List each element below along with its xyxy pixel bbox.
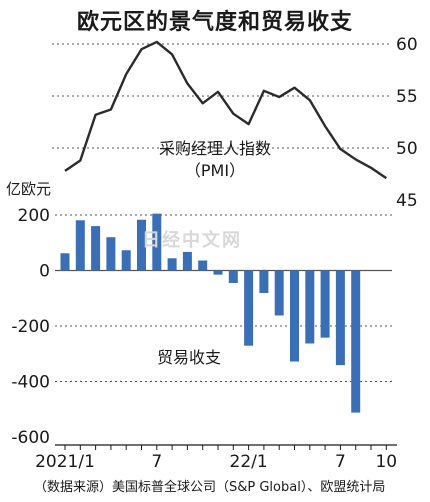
trade-bar <box>274 270 284 316</box>
trade-unit-label: 亿欧元 <box>6 180 52 198</box>
trade-bar <box>121 250 131 271</box>
trade-tick-label: -400 <box>11 373 50 393</box>
trade-bar <box>152 213 162 271</box>
trade-bar <box>213 270 223 275</box>
trade-bar <box>91 226 101 271</box>
trade-bar <box>290 270 299 362</box>
trade-bar <box>106 237 116 271</box>
trade-bar <box>244 270 254 346</box>
x-tick-label: 7 <box>151 452 162 472</box>
pmi-series-label-line: 采购经理人指数 <box>158 139 271 158</box>
pmi-tick-label: 45 <box>396 191 418 211</box>
pmi-series-label: 采购经理人指数 （PMI） <box>140 138 290 182</box>
trade-bar <box>320 270 330 338</box>
x-tick-label: 22/1 <box>230 452 268 472</box>
trade-tick-label: -600 <box>11 428 50 448</box>
pmi-tick-label: 55 <box>396 87 418 107</box>
x-tick-label: 10 <box>375 452 397 472</box>
trade-bar <box>182 251 192 271</box>
trade-bar <box>137 219 146 271</box>
source-note: （数据来源）美国标普全球公司（S&P Global）、欧盟统计局 <box>34 480 386 495</box>
x-tick-label: 2021/1 <box>35 452 95 472</box>
x-tick-label: 7 <box>335 452 346 472</box>
trade-tick-label: 0 <box>39 262 50 282</box>
trade-bar <box>198 260 208 271</box>
trade-bar <box>228 270 238 283</box>
trade-tick-label: -200 <box>11 317 50 337</box>
trade-bar <box>335 270 345 366</box>
watermark: 日经中文网 <box>142 230 242 251</box>
trade-tick-label: 200 <box>18 206 50 226</box>
pmi-tick-label: 60 <box>396 35 418 55</box>
trade-bar <box>259 270 269 293</box>
pmi-series-label-line: （PMI） <box>184 161 246 180</box>
trade-bar <box>351 270 361 413</box>
trade-bar <box>305 270 315 344</box>
trade-bar <box>167 258 177 271</box>
pmi-tick-label: 50 <box>396 139 418 159</box>
trade-bar <box>60 253 70 271</box>
pmi-line <box>64 40 387 180</box>
trade-bar <box>75 220 85 271</box>
chart-title: 欧元区的景气度和贸易收支 <box>76 10 353 35</box>
trade-series-label: 贸易收支 <box>157 348 222 367</box>
